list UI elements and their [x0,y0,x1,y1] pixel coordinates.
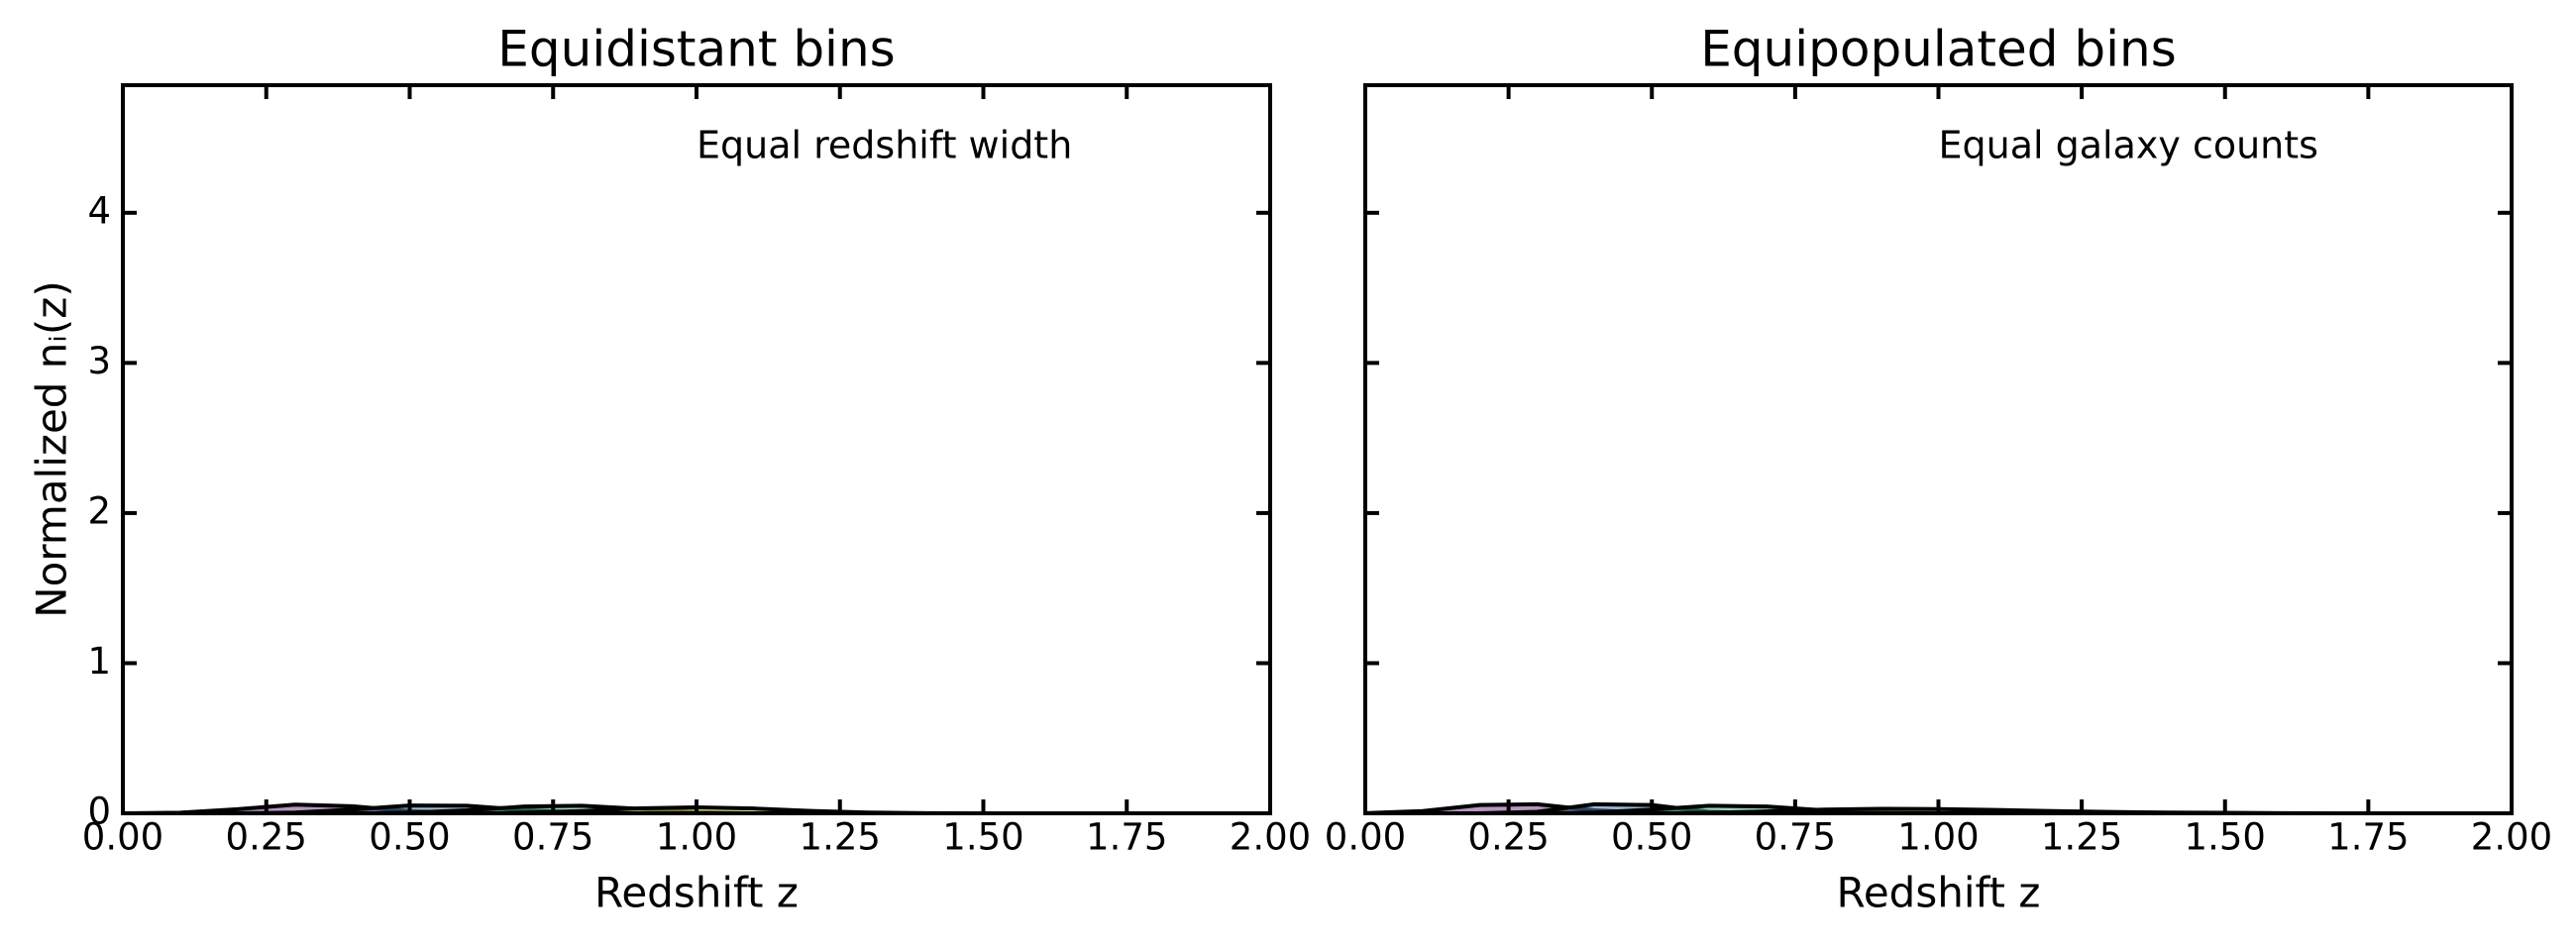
x-tick-label: 0.75 [512,816,593,859]
chart-title: Equipopulated bins [1700,21,2177,78]
x-axis-label: Redshift z [594,869,799,917]
axes-frame [1363,83,2514,815]
x-tick-label: 1.75 [1086,816,1167,859]
annotation: Equal galaxy counts [1939,124,2318,167]
x-tick-label: 2.00 [2471,816,2552,859]
y-tick-label: 1 [87,640,111,683]
y-tick-label: 4 [87,189,111,232]
y-axis-label: Normalized nᵢ(z) [28,280,76,617]
x-tick-label: 1.00 [656,816,737,859]
annotation: Equal redshift width [697,124,1072,167]
x-tick-label: 0.25 [226,816,307,859]
x-tick-label: 1.75 [2327,816,2409,859]
x-tick-label: 0.50 [369,816,450,859]
chart-title: Equidistant bins [497,21,895,78]
x-tick-label: 0.25 [1467,816,1549,859]
x-tick-label: 0.75 [1755,816,1836,859]
x-tick-label: 2.00 [1230,816,1311,859]
axes-frame [121,83,1272,815]
x-tick-label: 1.50 [942,816,1023,859]
y-tick-label: 0 [87,791,111,833]
x-tick-label: 0.50 [1611,816,1692,859]
x-tick-label: 1.25 [800,816,881,859]
x-axis-label: Redshift z [1837,869,2041,917]
x-tick-label: 0.00 [1325,816,1406,859]
x-tick-label: 0.00 [82,816,163,859]
x-tick-label: 1.00 [1897,816,1979,859]
x-tick-label: 1.50 [2185,816,2266,859]
y-tick-label: 3 [87,340,111,382]
x-tick-label: 1.25 [2041,816,2122,859]
y-tick-label: 2 [87,489,111,532]
